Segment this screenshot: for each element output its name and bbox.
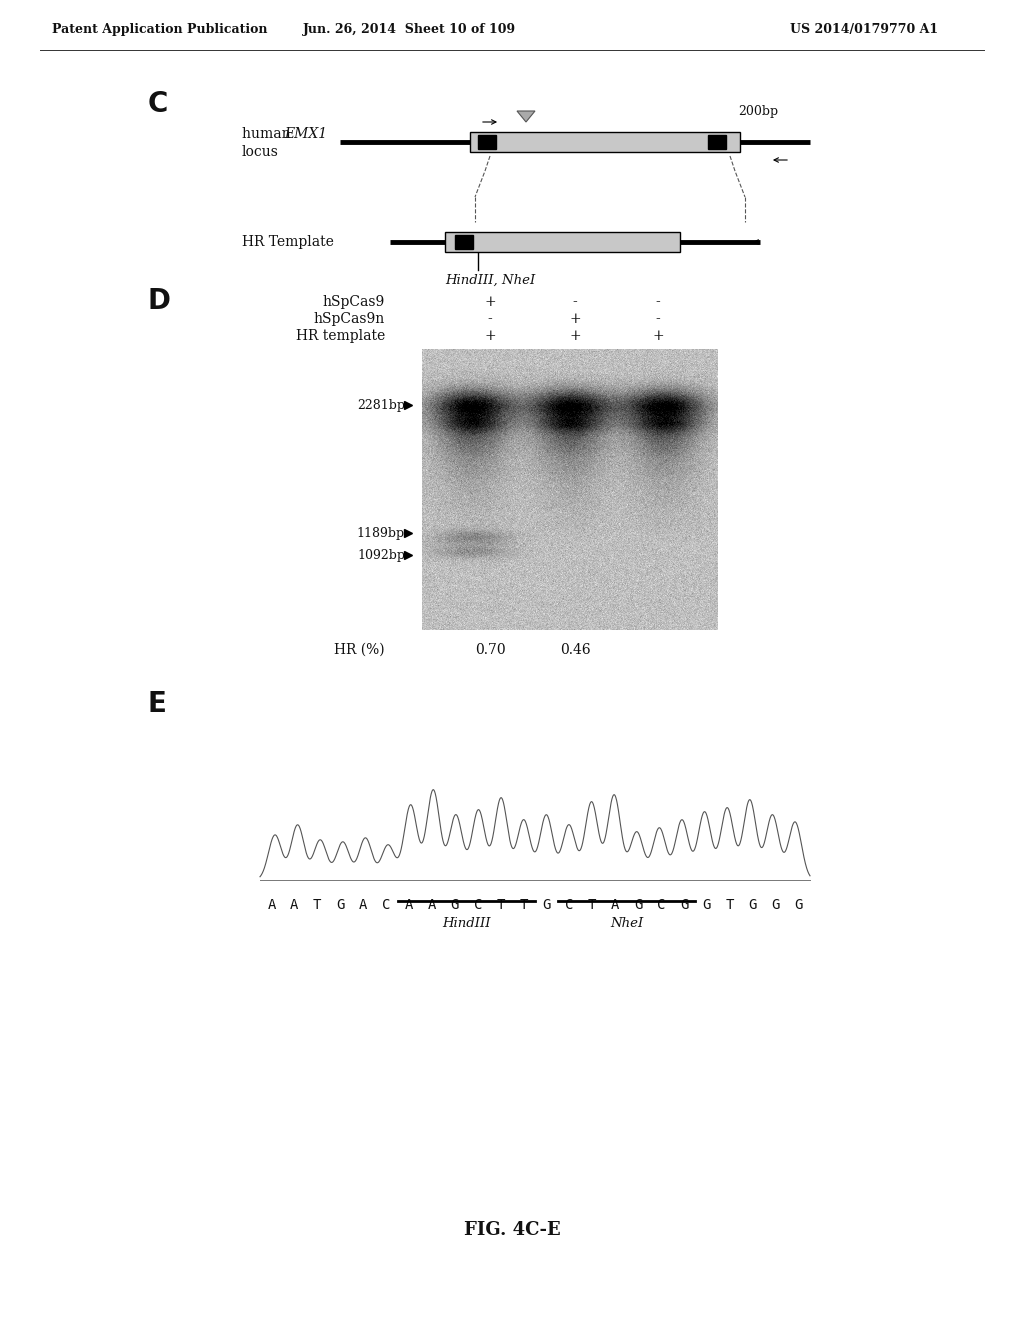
Text: 0.46: 0.46 bbox=[560, 643, 590, 657]
Text: Jun. 26, 2014  Sheet 10 of 109: Jun. 26, 2014 Sheet 10 of 109 bbox=[303, 24, 516, 37]
Text: G: G bbox=[749, 898, 757, 912]
Text: D: D bbox=[148, 286, 171, 315]
Text: T: T bbox=[588, 898, 596, 912]
Text: A: A bbox=[359, 898, 368, 912]
Text: A: A bbox=[290, 898, 299, 912]
Text: G: G bbox=[795, 898, 803, 912]
Text: human: human bbox=[242, 127, 295, 141]
Text: locus: locus bbox=[242, 145, 279, 158]
Text: G: G bbox=[336, 898, 344, 912]
Text: G: G bbox=[634, 898, 642, 912]
Text: US 2014/0179770 A1: US 2014/0179770 A1 bbox=[790, 24, 938, 37]
Text: G: G bbox=[451, 898, 459, 912]
Bar bbox=[708, 135, 726, 149]
Text: NheI: NheI bbox=[610, 917, 643, 931]
Text: -: - bbox=[655, 294, 660, 309]
Text: C: C bbox=[473, 898, 482, 912]
Bar bbox=[445, 232, 680, 252]
Text: C: C bbox=[382, 898, 390, 912]
Text: A: A bbox=[404, 898, 413, 912]
Text: EMX1: EMX1 bbox=[284, 127, 327, 141]
Text: C: C bbox=[148, 90, 168, 117]
Text: HR Template: HR Template bbox=[242, 235, 334, 249]
Text: 200bp: 200bp bbox=[738, 106, 778, 119]
Text: G: G bbox=[543, 898, 551, 912]
Text: T: T bbox=[313, 898, 322, 912]
Text: T: T bbox=[497, 898, 505, 912]
Bar bbox=[455, 235, 473, 249]
Text: +: + bbox=[484, 294, 496, 309]
Text: hSpCas9: hSpCas9 bbox=[323, 294, 385, 309]
Text: G: G bbox=[702, 898, 711, 912]
Text: -: - bbox=[572, 294, 578, 309]
Text: G: G bbox=[680, 898, 688, 912]
Text: T: T bbox=[726, 898, 734, 912]
Text: +: + bbox=[652, 329, 664, 343]
Text: Patent Application Publication: Patent Application Publication bbox=[52, 24, 267, 37]
Text: G: G bbox=[771, 898, 780, 912]
Text: A: A bbox=[428, 898, 436, 912]
Text: HindIII: HindIII bbox=[442, 917, 490, 931]
Text: -: - bbox=[655, 312, 660, 326]
Text: +: + bbox=[569, 329, 581, 343]
Text: FIG. 4C-E: FIG. 4C-E bbox=[464, 1221, 560, 1239]
Text: HR template: HR template bbox=[296, 329, 385, 343]
Text: 1189bp: 1189bp bbox=[357, 527, 406, 540]
Text: +: + bbox=[569, 312, 581, 326]
Text: 0.70: 0.70 bbox=[475, 643, 505, 657]
Text: 1092bp: 1092bp bbox=[357, 549, 406, 562]
Text: E: E bbox=[148, 690, 167, 718]
Text: A: A bbox=[267, 898, 275, 912]
Polygon shape bbox=[517, 111, 535, 121]
Bar bbox=[470, 132, 740, 152]
Text: hSpCas9n: hSpCas9n bbox=[313, 312, 385, 326]
Text: C: C bbox=[565, 898, 573, 912]
Text: +: + bbox=[484, 329, 496, 343]
Text: HindIII, NheI: HindIII, NheI bbox=[444, 273, 536, 286]
Text: HR (%): HR (%) bbox=[335, 643, 385, 657]
Text: T: T bbox=[519, 898, 527, 912]
Bar bbox=[478, 135, 496, 149]
Text: C: C bbox=[656, 898, 666, 912]
Text: -: - bbox=[487, 312, 493, 326]
Text: 2281bp: 2281bp bbox=[357, 399, 406, 412]
Text: A: A bbox=[611, 898, 620, 912]
